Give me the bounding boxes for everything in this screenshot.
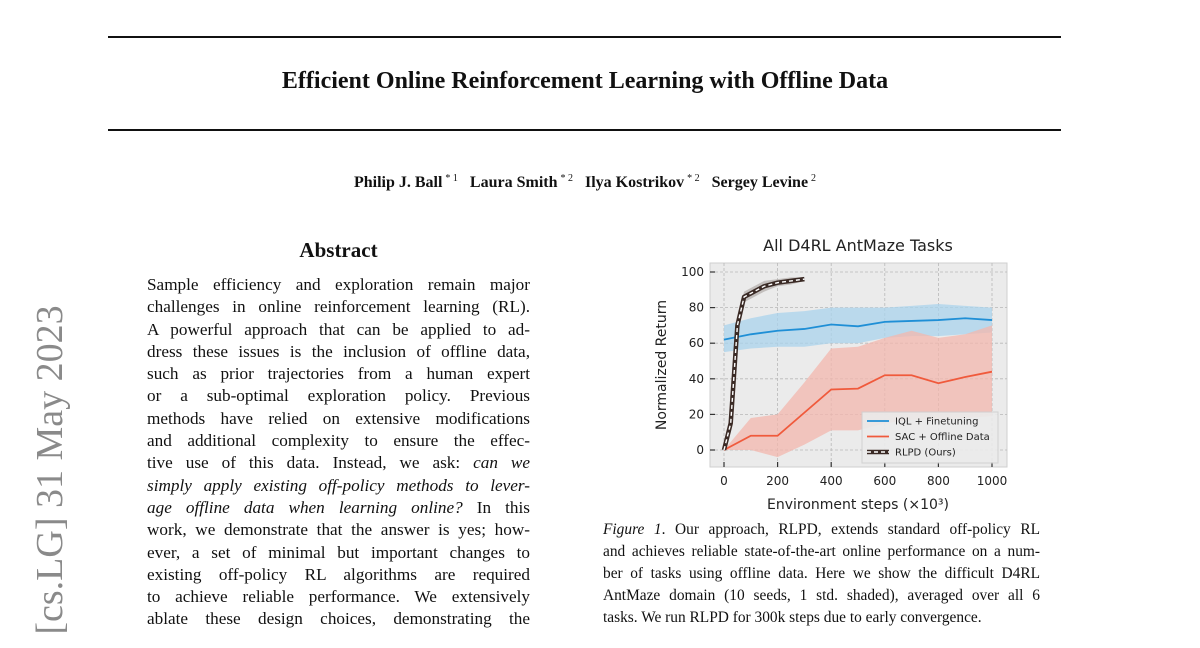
text-segment: tive use of this data. Instead, we ask: [147,453,474,473]
text-line: Figure 1. Our approach, RLPD, extends st… [603,519,1040,541]
y-axis-label: Normalized Return [654,300,670,430]
text-segment: can we [473,453,530,473]
text-segment: such as prior trajectories from a human … [147,364,530,384]
y-tick-label: 80 [689,301,704,315]
text-line: simply apply existing off-policy methods… [147,475,530,497]
figure-caption: Figure 1. Our approach, RLPD, extends st… [603,519,1040,629]
text-segment: ber of tasks using offline data. Here we… [603,565,1040,582]
legend-label: SAC + Offline Data [895,432,990,443]
text-segment: challenges in online reinforcement learn… [147,297,530,317]
legend: IQL + Finetuning SAC + Offline Data RLPD (… [861,411,999,464]
author-affiliation: * 2 [560,173,574,184]
y-tick-label: 0 [696,443,704,457]
y-tick-label: 100 [681,265,704,279]
text-segment: In this [462,497,530,517]
author-affiliation: * 2 [687,173,700,184]
text-segment: AntMaze domain (10 seeds, 1 std. shaded)… [603,587,1040,604]
text-segment: ablate these design choices, demonstrati… [147,609,530,629]
legend-label: RLPD (Ours) [895,448,956,459]
author: Philip J. Ball * 1 [353,173,458,192]
text-segment: and additional complexity to ensure the … [147,431,530,451]
author-name: Ilya Kostrikov [585,174,685,192]
figure-1-chart: 0 200 400 600 800 1000 0 20 40 60 80 100 IQL + Finet… [654,236,1008,513]
series-line-0 [723,317,993,341]
author-list: Philip J. Ball * 1 Laura Smith * 2 Ilya Kost… [0,173,1170,192]
x-axis-label: Environment steps (×10³) [767,497,949,513]
author: Ilya Kostrikov * 2 [585,173,700,192]
text-segment: age offline data when learning online? [147,497,463,517]
text-line: methods have relied on extensive modific… [147,408,530,430]
author-affiliation: * 1 [445,173,458,184]
text-segment: to achieve reliable performance. We exte… [147,587,530,607]
text-segment: and achieves reliable state-of-the-art o… [603,543,1040,560]
abstract-heading: Abstract [299,238,378,262]
author-name: Sergey Levine [711,174,809,192]
text-line: AntMaze domain (10 seeds, 1 std. shaded)… [603,585,1040,607]
author: Sergey Levine 2 [711,173,817,192]
arxiv-stamp: [cs.LG] 31 May 2023 [29,305,71,635]
text-segment: simply apply existing off-policy methods… [147,475,530,495]
legend-label: IQL + Finetuning [895,417,978,428]
y-tick-label: 20 [689,407,704,421]
text-segment: Figure 1 [603,521,662,538]
author-name: Laura Smith [469,174,558,192]
x-tick-label: 800 [927,474,950,488]
text-line: such as prior trajectories from a human … [147,363,530,385]
text-line: A powerful approach that can be applied … [147,319,530,341]
text-line: dress these issues is the inclusion of o… [147,341,530,363]
text-line: ever, a set of minimal but important cha… [147,542,530,564]
text-line: ber of tasks using offline data. Here we… [603,563,1040,585]
text-segment: work, we demonstrate that the answer is … [147,520,530,540]
text-segment: methods have relied on extensive modific… [147,408,530,428]
text-line: to achieve reliable performance. We exte… [147,586,530,608]
text-segment: A powerful approach that can be applied … [147,319,530,339]
text-line: tasks. We run RLPD for 300k steps due to… [603,607,1040,629]
text-line: ablate these design choices, demonstrati… [147,608,530,630]
text-segment: Sample efficiency and exploration remain… [147,275,530,294]
series-band-0 [724,304,992,353]
text-line: and achieves reliable state-of-the-art o… [603,541,1040,563]
x-tick-label: 1000 [977,474,1008,488]
text-line: existing off-policy RL algorithms are re… [147,564,530,586]
paper-title: Efficient Online Reinforcement Learning … [281,68,889,94]
author-name: Philip J. Ball [353,174,443,192]
author: Laura Smith * 2 [469,173,574,192]
top-rule [108,36,1061,38]
x-tick-label: 0 [720,474,728,488]
text-segment: tasks. We run RLPD for 300k steps due to… [603,609,982,626]
text-line: age offline data when learning online? I… [147,497,530,519]
x-tick-label: 400 [820,474,843,488]
text-line: or a sub-optimal exploration policy. Pre… [147,385,530,407]
text-segment: or a sub-optimal exploration policy. Pre… [147,386,530,406]
text-line: and additional complexity to ensure the … [147,430,530,452]
author-affiliation: 2 [811,173,817,184]
text-line: work, we demonstrate that the answer is … [147,519,530,541]
x-tick-label: 600 [873,474,896,488]
x-tick-label: 200 [766,474,789,488]
text-segment: dress these issues is the inclusion of o… [147,341,530,361]
y-tick-label: 40 [689,372,704,386]
series-line-1 [723,370,993,451]
title-bottom-rule [108,129,1061,131]
text-line: tive use of this data. Instead, we ask: … [147,452,530,474]
series-line-rlpd-dash [723,278,805,451]
text-segment: existing off-policy RL algorithms are re… [147,564,530,584]
text-segment: ever, a set of minimal but important cha… [147,542,530,562]
abstract-body: Sample efficiency and exploration remain… [147,274,530,631]
chart-title: All D4RL AntMaze Tasks [763,236,953,255]
text-segment: . Our approach, RLPD, extends standard o… [661,521,1040,538]
text-line: challenges in online reinforcement learn… [147,296,530,318]
text-line: Sample efficiency and exploration remain… [147,274,530,296]
y-tick-label: 60 [689,336,704,350]
